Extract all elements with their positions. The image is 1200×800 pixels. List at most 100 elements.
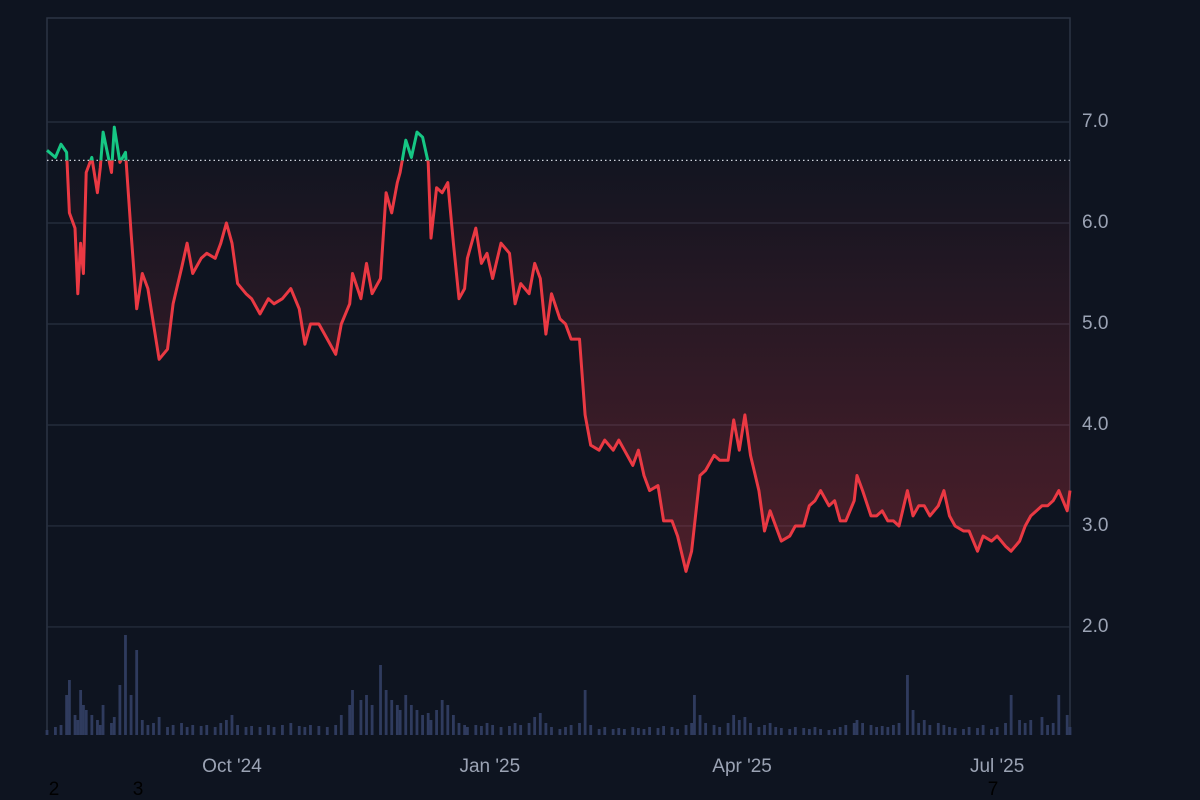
- volume-bar: [648, 727, 651, 735]
- volume-bar: [726, 723, 730, 735]
- volume-bar: [833, 729, 836, 735]
- volume-bar: [642, 729, 646, 735]
- volume-bar: [1051, 723, 1055, 735]
- volume-bar: [589, 725, 593, 735]
- volume-bar: [398, 710, 402, 735]
- volume-bar: [152, 723, 155, 735]
- volume-bar: [309, 725, 312, 735]
- volume-bar: [819, 729, 822, 735]
- volume-bar: [906, 675, 909, 735]
- volume-bar: [230, 715, 234, 735]
- volume-bar: [718, 727, 722, 735]
- volume-bar: [886, 727, 890, 735]
- volume-bar: [911, 710, 915, 735]
- annotation: 3: [133, 779, 144, 800]
- volume-bar: [370, 705, 374, 735]
- volume-bar: [569, 725, 573, 735]
- volume-bar: [79, 690, 83, 735]
- volume-bar: [892, 725, 895, 735]
- volume-bar: [435, 710, 438, 735]
- x-tick-label: Apr '25: [712, 756, 772, 777]
- volume-bar: [875, 727, 879, 735]
- volume-bar: [636, 728, 640, 735]
- volume-bar: [73, 715, 77, 735]
- volume-bar: [704, 723, 708, 735]
- volume-bar: [185, 727, 189, 735]
- volume-bar: [1023, 723, 1027, 735]
- y-tick-label: 6.0: [1082, 212, 1108, 233]
- volume-bar: [533, 717, 537, 735]
- volume-bar: [712, 725, 716, 735]
- volume-bar: [967, 727, 971, 735]
- volume-bar: [317, 726, 321, 735]
- volume-bar: [110, 723, 113, 735]
- volume-bar: [757, 727, 761, 735]
- volume-bar: [146, 725, 150, 735]
- volume-bar: [513, 723, 517, 735]
- volume-bar: [191, 725, 195, 735]
- volume-bar: [670, 727, 674, 735]
- volume-bar: [743, 717, 747, 735]
- volume-bar: [631, 727, 635, 735]
- volume-bar: [390, 700, 394, 735]
- volume-bar: [440, 700, 444, 735]
- volume-bar: [603, 727, 607, 735]
- volume-bar: [463, 725, 467, 735]
- annotation: 2: [49, 779, 60, 800]
- volume-bar: [272, 727, 276, 735]
- y-tick-label: 3.0: [1082, 515, 1108, 536]
- volume-bar: [404, 695, 408, 735]
- volume-bar: [1009, 695, 1013, 735]
- volume-bar: [1057, 695, 1061, 735]
- volume-bar: [395, 705, 399, 735]
- volume-bar: [289, 723, 293, 735]
- volume-bar: [656, 728, 660, 735]
- price-line-down: [65, 160, 1072, 573]
- volume-bar: [698, 715, 702, 735]
- volume-bar: [491, 725, 495, 735]
- volume-bar: [976, 728, 979, 735]
- volume-bar: [54, 727, 57, 735]
- volume-bar: [59, 725, 63, 735]
- volume-bar: [339, 715, 343, 735]
- volume-bar: [485, 723, 489, 735]
- volume-bar: [936, 723, 940, 735]
- volume-bar: [774, 727, 778, 735]
- volume-bar: [917, 723, 921, 735]
- volume-bar: [429, 720, 433, 735]
- x-tick-label: Jan '25: [459, 756, 520, 777]
- volume-bar: [1068, 727, 1072, 735]
- volume-bar: [157, 717, 161, 735]
- volume-bar: [213, 727, 217, 735]
- volume-bar: [244, 727, 248, 735]
- volume-bar: [140, 720, 144, 735]
- volume-bar: [219, 723, 223, 735]
- volume-bar: [415, 710, 419, 735]
- volume-bar: [446, 705, 450, 735]
- volume-bar: [684, 725, 688, 735]
- volume-bar: [409, 705, 413, 735]
- volume-bar: [690, 723, 694, 735]
- plot: 2.0 3.0 4.0 5.0 6.0 7.0 Oct '24 Jan '25 Apr '25 J…: [45, 17, 1108, 800]
- volume-bar: [693, 695, 696, 735]
- volume-bar: [135, 650, 139, 735]
- y-tick-label: 2.0: [1082, 616, 1108, 637]
- volume-bar: [880, 726, 884, 735]
- volume-bar: [90, 715, 94, 735]
- volume-bar: [1046, 725, 1049, 735]
- volume-bar: [869, 725, 873, 735]
- volume-bar: [564, 727, 567, 735]
- volume-bar: [466, 727, 469, 735]
- volume-bar: [622, 729, 626, 735]
- volume-bar: [267, 725, 270, 735]
- volume-bar: [45, 730, 49, 735]
- volume-bar: [802, 728, 806, 735]
- volume-bar: [224, 720, 228, 735]
- y-tick-label: 4.0: [1082, 414, 1108, 435]
- volume-bar: [838, 727, 842, 735]
- volume-bar: [205, 725, 209, 735]
- volume-bar: [421, 715, 424, 735]
- volume-bar: [897, 723, 901, 735]
- volume-bar: [852, 723, 856, 735]
